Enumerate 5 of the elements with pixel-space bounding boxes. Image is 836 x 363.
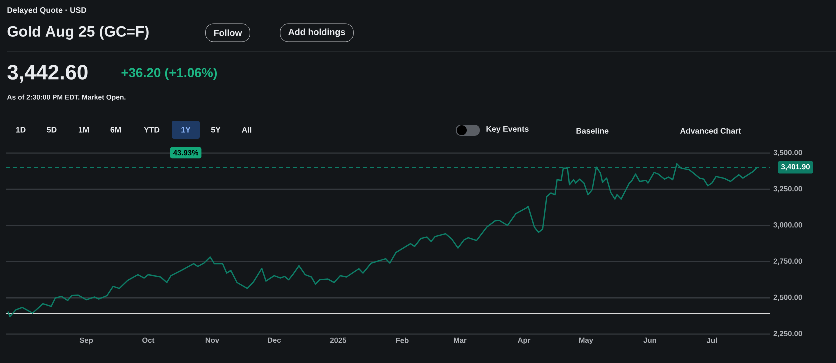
text: +36.20 (+1.06%): [122, 68, 218, 80]
text: Follow: [214, 30, 242, 36]
chart-title: Gold Aug 25 (GC=F): [8, 26, 149, 40]
text: 3,442.60: [8, 65, 88, 83]
text: Add holdings: [288, 28, 346, 38]
